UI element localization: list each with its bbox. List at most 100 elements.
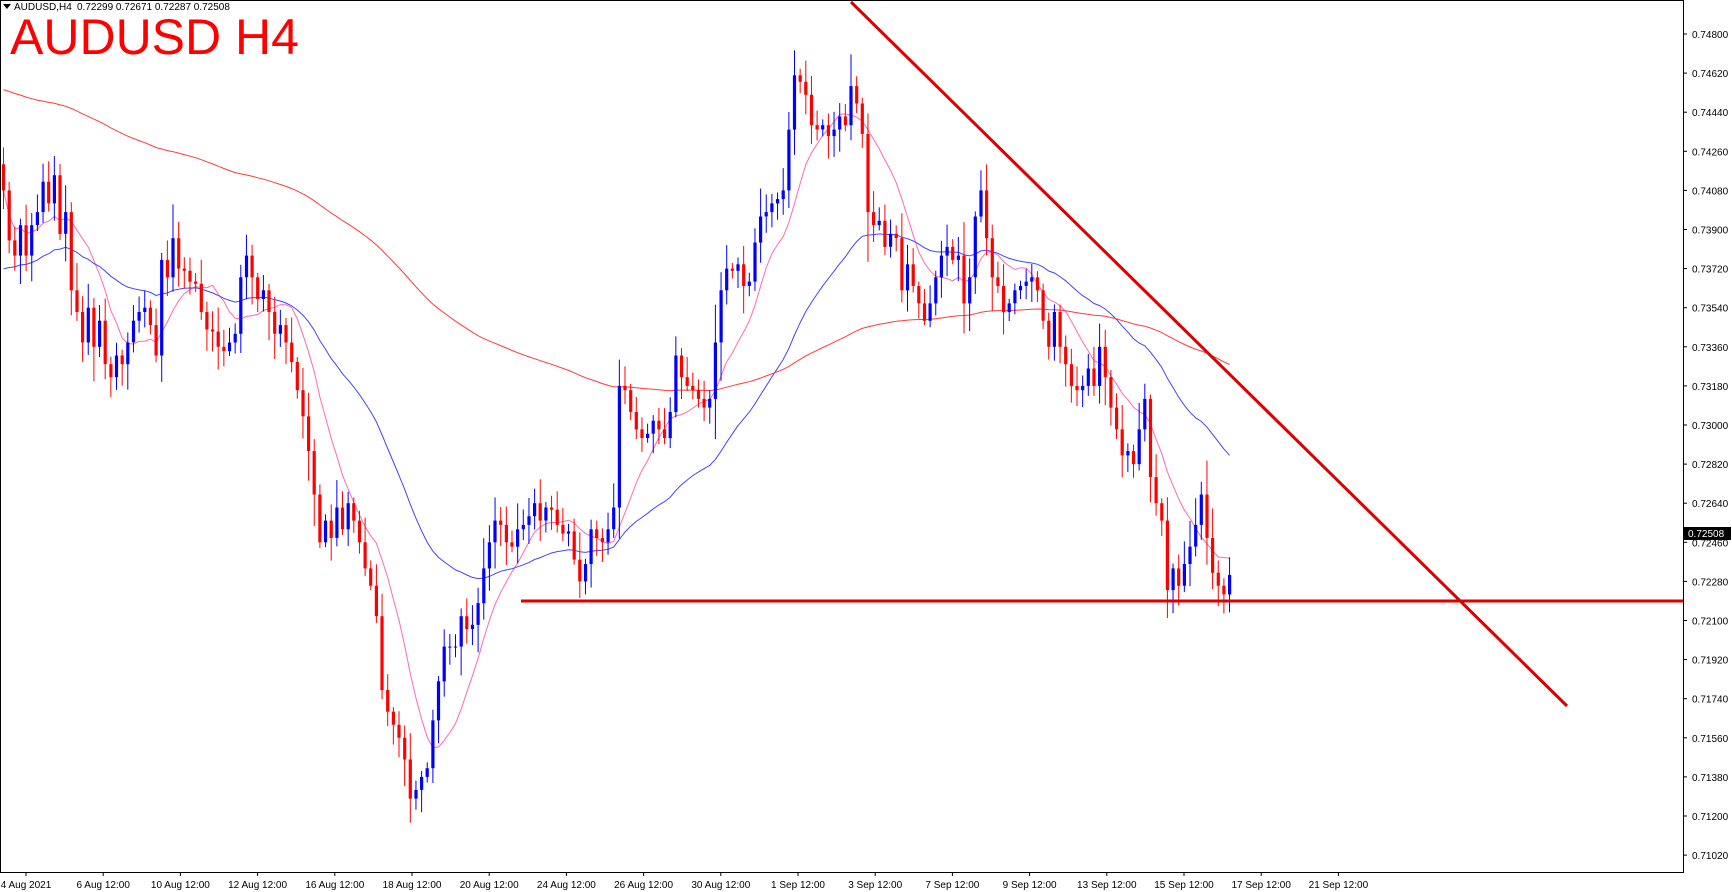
candle-body bbox=[64, 212, 68, 234]
candle bbox=[657, 407, 661, 444]
candle-body bbox=[261, 290, 265, 299]
candle-body bbox=[1148, 398, 1153, 478]
candle-body bbox=[934, 277, 938, 304]
price-tick-label: 0.73900 bbox=[1692, 226, 1729, 237]
price-tick-label: 0.73540 bbox=[1692, 304, 1729, 315]
candle bbox=[894, 225, 898, 252]
candle bbox=[244, 234, 249, 300]
candle-body bbox=[431, 720, 435, 769]
candle bbox=[629, 383, 633, 421]
candle bbox=[922, 288, 927, 326]
candle-body bbox=[148, 307, 152, 326]
price-tick-label: 0.71380 bbox=[1692, 773, 1729, 784]
candle-body bbox=[205, 312, 209, 330]
time-axis: 4 Aug 2021 6 Aug 12:00 10 Aug 12:00 12 Aug … bbox=[1, 872, 1369, 891]
price-tick-label: 0.71560 bbox=[1692, 734, 1729, 745]
candle-body bbox=[177, 238, 181, 269]
candle bbox=[340, 491, 345, 535]
candle bbox=[634, 396, 638, 440]
candle-body bbox=[759, 216, 763, 243]
price-tick-label: 0.71740 bbox=[1692, 695, 1729, 706]
candle-body bbox=[182, 268, 186, 271]
candle-body bbox=[1199, 494, 1203, 525]
candle bbox=[188, 257, 192, 295]
candle bbox=[776, 192, 780, 220]
candle bbox=[589, 519, 593, 588]
candle-body bbox=[928, 303, 932, 321]
candle-body bbox=[843, 116, 847, 126]
candle-body bbox=[516, 529, 520, 547]
candle-body bbox=[612, 507, 616, 530]
candle-body bbox=[742, 264, 746, 286]
candle-body bbox=[346, 503, 350, 530]
candle bbox=[465, 598, 469, 644]
price-tick-label: 0.72820 bbox=[1692, 460, 1729, 471]
candle bbox=[13, 226, 17, 271]
candle bbox=[821, 119, 825, 137]
candle bbox=[18, 218, 23, 284]
candle bbox=[623, 366, 627, 405]
candle bbox=[81, 296, 85, 362]
candle bbox=[7, 182, 11, 254]
candle bbox=[905, 244, 910, 312]
price-tick-label: 0.74440 bbox=[1692, 108, 1729, 119]
candle-body bbox=[1177, 568, 1181, 586]
time-tick-label: 17 Sep 12:00 bbox=[1231, 880, 1291, 891]
candle-body bbox=[1069, 364, 1073, 386]
candle bbox=[1115, 393, 1119, 440]
candle bbox=[1007, 298, 1011, 321]
candle-body bbox=[1103, 346, 1107, 378]
candle bbox=[702, 380, 706, 422]
candle bbox=[612, 483, 616, 538]
candle bbox=[1216, 560, 1220, 607]
candle-body bbox=[663, 429, 667, 438]
candle bbox=[1126, 443, 1130, 473]
dropdown-triangle-icon[interactable] bbox=[3, 4, 11, 9]
price-tick-label: 0.74080 bbox=[1692, 186, 1729, 197]
candle bbox=[1188, 520, 1192, 587]
candle-body bbox=[171, 238, 175, 278]
candle bbox=[420, 771, 424, 813]
candle bbox=[730, 262, 734, 279]
candle bbox=[239, 264, 243, 353]
candle-body bbox=[860, 103, 864, 134]
candle bbox=[137, 296, 141, 333]
candle bbox=[708, 390, 712, 424]
candle-body bbox=[1143, 398, 1147, 430]
candle bbox=[787, 112, 791, 208]
chart-title: AUDUSD H4 bbox=[10, 9, 299, 65]
candle bbox=[143, 290, 147, 328]
candle bbox=[945, 224, 949, 277]
candle bbox=[832, 111, 836, 157]
candle-body bbox=[510, 542, 514, 547]
candle bbox=[990, 224, 994, 311]
candle-body bbox=[533, 503, 537, 517]
candle-body bbox=[1120, 429, 1124, 456]
price-tick-label: 0.73720 bbox=[1692, 265, 1729, 276]
candle bbox=[1081, 375, 1085, 408]
candle-body bbox=[425, 768, 429, 777]
candle bbox=[92, 298, 96, 382]
candle-body bbox=[374, 585, 378, 617]
candle-body bbox=[75, 290, 79, 312]
candle-body bbox=[725, 268, 729, 291]
candle bbox=[284, 318, 288, 365]
candle bbox=[318, 484, 322, 548]
candle-body bbox=[86, 307, 90, 343]
chart-header: AUDUSD,H4 0.72299 0.72671 0.72287 0.7250… bbox=[3, 2, 299, 65]
candle bbox=[1205, 460, 1209, 565]
candle-body bbox=[414, 789, 418, 799]
candle-body bbox=[137, 312, 141, 321]
current-price-label: 0.72508 bbox=[1688, 529, 1725, 540]
ma-mid-line bbox=[3, 233, 1230, 580]
candle-body bbox=[160, 259, 164, 356]
candle-body bbox=[1064, 346, 1068, 365]
candle bbox=[979, 170, 983, 223]
candle bbox=[855, 76, 859, 114]
candle-body bbox=[420, 776, 424, 790]
candle-body bbox=[595, 529, 599, 538]
candle bbox=[30, 213, 34, 282]
candle bbox=[883, 204, 887, 256]
candle-body bbox=[227, 342, 232, 352]
